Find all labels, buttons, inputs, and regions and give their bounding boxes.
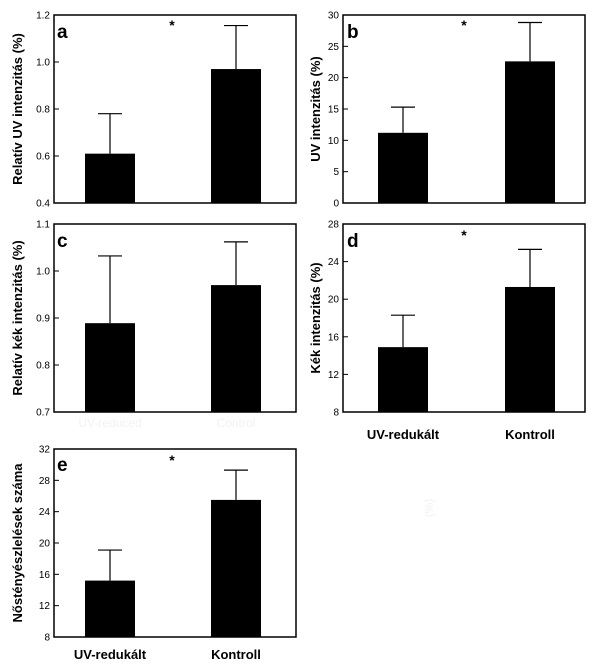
y-tick-label: 28 <box>328 220 340 231</box>
bar <box>85 323 135 412</box>
x-category-label: UV-redukált <box>367 427 440 442</box>
panel-label: d <box>347 231 359 252</box>
significance-marker: * <box>169 17 175 33</box>
bar <box>211 499 261 637</box>
y-tick-label: 24 <box>39 507 51 518</box>
y-axis-label: Nőstényészlelések száma <box>10 463 25 623</box>
significance-marker: * <box>461 17 467 33</box>
y-tick-label: 10 <box>328 136 340 147</box>
y-tick-label: 16 <box>328 332 340 343</box>
panel-label: e <box>57 455 68 476</box>
y-tick-label: 1.1 <box>36 220 50 231</box>
y-tick-label: 32 <box>39 445 51 456</box>
y-tick-label: 12 <box>328 370 340 381</box>
y-tick-label: 5 <box>333 167 339 178</box>
y-tick-label: 8 <box>44 633 50 644</box>
y-tick-label: 0.9 <box>36 314 50 325</box>
y-tick-label: 15 <box>328 105 340 116</box>
stray-faint-text: (%) <box>422 499 436 518</box>
y-tick-label: 0.6 <box>36 152 50 163</box>
y-tick-label: 16 <box>39 570 51 581</box>
bar <box>85 153 135 203</box>
y-tick-label: 0.4 <box>36 199 50 210</box>
bar <box>211 69 261 203</box>
y-tick-label: 1.0 <box>36 58 50 69</box>
significance-marker: * <box>169 452 175 468</box>
y-tick-label: 1.2 <box>36 11 50 22</box>
bar <box>378 347 428 412</box>
x-category-label: Kontroll <box>211 647 261 662</box>
x-category-label: Control <box>217 416 256 430</box>
bar <box>505 61 555 203</box>
y-tick-label: 0.8 <box>36 361 50 372</box>
plot-frame <box>342 223 586 413</box>
y-tick-label: 12 <box>39 601 51 612</box>
bar <box>211 285 261 412</box>
chart-panel-a: 0.4 0.6 0.8 1.0 1.2 Relatív UV intenzitás (%)… <box>10 11 297 210</box>
y-tick-label: 25 <box>328 42 340 53</box>
y-tick-label: 0 <box>333 199 339 210</box>
x-category-label: Kontroll <box>505 427 555 442</box>
chart-panel-b: 0 5 10 15 20 25 30 UV intenzitás (%) b * <box>308 11 586 210</box>
bar <box>505 286 555 412</box>
x-category-label: UV-redukált <box>74 647 147 662</box>
bar <box>85 580 135 637</box>
y-tick-label: 20 <box>39 539 51 550</box>
panel-label: a <box>57 22 68 43</box>
y-tick-label: 8 <box>333 408 339 419</box>
y-axis-label: Relatív UV intenzitás (%) <box>10 33 25 185</box>
y-axis-label: Relatív kék intenzitás (%) <box>10 240 25 395</box>
y-tick-label: 0.8 <box>36 105 50 116</box>
panel-label: b <box>347 22 359 43</box>
y-tick-label: 28 <box>39 476 51 487</box>
y-axis-label: UV intenzitás (%) <box>308 56 323 161</box>
bar <box>378 132 428 203</box>
x-category-label: UV-reduced <box>78 416 141 430</box>
panel-label: c <box>57 231 68 252</box>
y-tick-label: 0.7 <box>36 408 50 419</box>
y-tick-label: 30 <box>328 11 340 22</box>
chart-panel-e: 8 12 16 20 24 28 32 UV-redukált Kontroll Nőstényé… <box>10 445 297 662</box>
y-tick-label: 24 <box>328 257 340 268</box>
chart-panel-d: 8 12 16 20 24 28 UV-redukált Kontroll Kék intenz… <box>308 220 586 442</box>
y-tick-label: 20 <box>328 295 340 306</box>
y-tick-label: 1.0 <box>36 267 50 278</box>
chart-panel-c: 0.7 0.8 0.9 1.0 1.1 UV-reduced Control Relatív … <box>10 220 297 430</box>
y-axis-label: Kék intenzitás (%) <box>308 262 323 373</box>
significance-marker: * <box>461 227 467 243</box>
y-tick-label: 20 <box>328 73 340 84</box>
